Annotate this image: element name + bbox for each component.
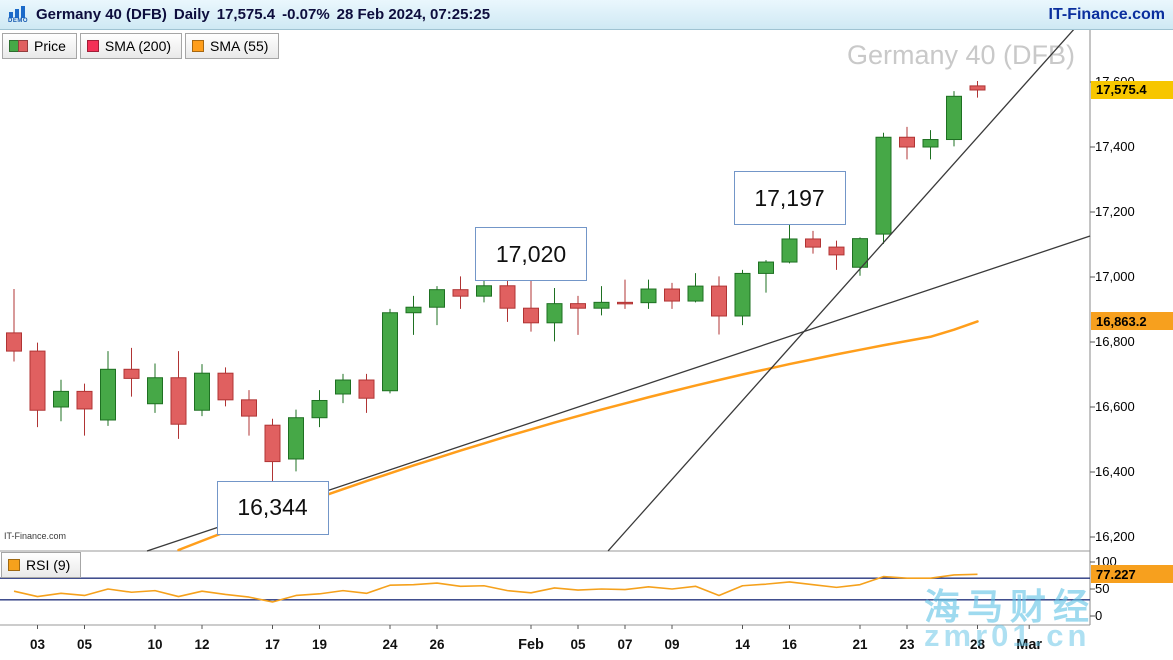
cn-watermark-line1: 海马财经	[924, 586, 1097, 627]
cn-watermark-line2: zmr01.cn	[924, 618, 1091, 653]
price-axis-label: 17,400	[1095, 138, 1135, 154]
itfinance-small-label: IT-Finance.com	[4, 531, 67, 541]
annotation-callout[interactable]: 16,344	[216, 480, 329, 535]
last-price-tag: 17,575.4	[1091, 80, 1173, 99]
demo-label: DEMO	[8, 18, 28, 24]
rsi-legend-label: RSI (9)	[26, 557, 71, 573]
price-axis-label: 16,800	[1095, 333, 1135, 349]
x-axis-label: Feb	[518, 637, 544, 653]
x-axis-label: 16	[781, 637, 798, 652]
rsi-swatch-icon	[8, 559, 20, 571]
sma200-legend-label: SMA (200)	[104, 38, 172, 54]
sma55-value-tag: 16,863.2	[1091, 312, 1173, 331]
x-axis-label: 12	[194, 637, 210, 652]
price-axis-label: 16,400	[1095, 463, 1135, 479]
chart-watermark: Germany 40 (DFB)	[846, 40, 1075, 70]
x-axis-label: 03	[29, 637, 46, 652]
sma200-legend-chip[interactable]: SMA (200)	[79, 33, 183, 59]
price-axis-label: 17,200	[1095, 203, 1135, 219]
brand-label: IT-Finance.com	[1048, 5, 1165, 23]
price-swatch-icon	[9, 40, 28, 52]
x-axis-label: 05	[76, 637, 93, 652]
x-axis-label: 26	[429, 637, 445, 652]
logo-bars-icon	[9, 6, 25, 18]
chart-canvas[interactable]	[0, 30, 1173, 660]
header-change: -0.07%	[282, 6, 330, 23]
rsi-axis-label: 0	[1095, 608, 1103, 623]
indicator-legend: Price SMA (200) SMA (55)	[2, 33, 280, 59]
chart-area: Germany 40 (DFB) IT-Finance.com Price SM…	[0, 30, 1173, 660]
instrument-name: Germany 40 (DFB)	[36, 6, 167, 23]
price-axis-label: 16,600	[1095, 398, 1135, 414]
price-axis-label: 17,000	[1095, 268, 1135, 284]
x-axis-label: 05	[570, 637, 586, 652]
rsi-axis-label: 50	[1095, 581, 1110, 596]
x-axis-label: 10	[147, 637, 163, 652]
rsi-legend-chip[interactable]: RSI (9)	[1, 552, 82, 578]
annotation-callout[interactable]: 17,197	[733, 171, 846, 226]
rsi-value-tag: 77.227	[1091, 565, 1173, 584]
price-axis-label: 16,200	[1095, 528, 1135, 544]
x-axis-label: 17	[264, 637, 281, 652]
sma55-swatch-icon	[192, 40, 205, 52]
sma55-legend-label: SMA (55)	[210, 38, 269, 54]
x-axis-label: 21	[852, 637, 868, 652]
header-bar: DEMO Germany 40 (DFB) Daily 17,575.4 -0.07%…	[0, 0, 1173, 30]
chart-title: Germany 40 (DFB) Daily 17,575.4 -0.07% 28 Fe…	[36, 6, 497, 23]
demo-logo: DEMO	[8, 5, 28, 24]
sma55-legend-chip[interactable]: SMA (55)	[185, 33, 280, 59]
x-axis-label: 24	[382, 637, 398, 652]
header-price: 17,575.4	[216, 6, 276, 23]
x-axis-label: 28	[969, 637, 986, 652]
x-axis-label: 09	[664, 637, 680, 652]
x-axis-label: 07	[617, 637, 633, 652]
x-axis-label: 23	[899, 637, 915, 652]
x-axis-label: 14	[734, 637, 751, 652]
header-datetime: 28 Feb 2024, 07:25:25	[336, 6, 491, 23]
rsi-axis-label: 100	[1095, 554, 1117, 569]
sma200-swatch-icon	[86, 40, 99, 52]
x-axis-label: Mar	[1016, 637, 1043, 653]
annotation-callout[interactable]: 17,020	[475, 227, 587, 282]
price-legend-chip[interactable]: Price	[2, 33, 77, 59]
x-axis-label: 19	[311, 637, 328, 652]
timeframe-label: Daily	[173, 6, 210, 23]
price-legend-label: Price	[34, 38, 66, 54]
